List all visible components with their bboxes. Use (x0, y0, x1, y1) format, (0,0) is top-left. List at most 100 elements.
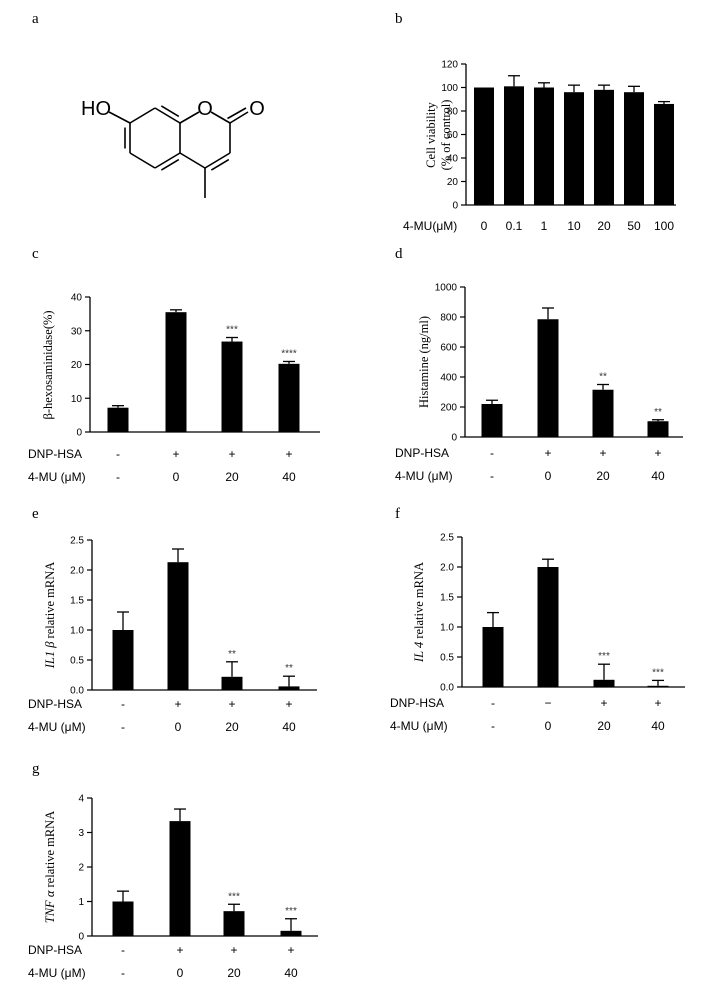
category-label: + (287, 943, 294, 957)
y-tick-label: 1.5 (440, 593, 454, 604)
panel-letter-g: g (32, 761, 40, 777)
y-tick-label: 1000 (435, 283, 458, 294)
panel-g: g 0 1 2 3 4 TNF α relative mRNA *** *** DNP-HSA 4-… (28, 761, 318, 980)
y-tick-label: 0.5 (440, 653, 454, 664)
row-label: 4-MU (μM) (390, 719, 448, 733)
atom-label-o-ring: O (197, 98, 213, 120)
row-label: 4-MU (μM) (395, 469, 453, 483)
panel-a: a HO O O (32, 11, 265, 198)
row-label: DNP-HSA (28, 943, 82, 957)
bar (654, 103, 674, 205)
category-label: - (490, 446, 494, 460)
category-label: + (285, 697, 292, 711)
significance-label: ** (228, 649, 236, 660)
bar (537, 567, 559, 687)
category-label: 40 (651, 719, 665, 733)
category-label: 40 (282, 470, 296, 484)
row-label: 4-MU(μM) (403, 219, 457, 233)
bond (227, 107, 247, 120)
row-label: DNP-HSA (28, 447, 82, 461)
category-label: - (491, 719, 495, 733)
y-tick-label: 2.0 (70, 566, 84, 577)
category-label: 0 (481, 219, 488, 233)
panel-e: e 0.0 0.5 1.0 1.5 2.0 2.5 IL1 β relative mRNA **… (28, 506, 317, 734)
y-tick-label: 0 (78, 932, 84, 943)
category-label: + (176, 943, 183, 957)
bar (481, 404, 503, 437)
category-label: + (544, 446, 551, 460)
y-tick-label: 40 (447, 154, 459, 165)
significance-label: *** (226, 325, 238, 336)
bond (129, 107, 156, 124)
bar (482, 627, 504, 687)
category-label: + (230, 943, 237, 957)
category-label: - (121, 943, 125, 957)
y-axis-label: IL1 β relative mRNA (43, 562, 57, 670)
y-tick-label: 10 (71, 394, 83, 405)
category-label: 20 (597, 719, 611, 733)
category-label: 50 (627, 219, 641, 233)
bar (647, 421, 669, 437)
y-tick-label: 1.0 (70, 626, 84, 637)
panel-letter-e: e (32, 506, 39, 522)
category-label: - (116, 447, 120, 461)
category-label: 1 (541, 219, 548, 233)
panel-f: f 0.0 0.5 1.0 1.5 2.0 2.5 IL 4 relative mRNA ***… (390, 506, 685, 733)
y-tick-label: 30 (71, 326, 83, 337)
significance-label: ** (654, 407, 662, 418)
category-label: 10 (567, 219, 581, 233)
bar (223, 911, 245, 936)
panel-letter-a: a (32, 11, 39, 27)
y-axis-label: β-hexosaminidase(%) (41, 310, 55, 419)
category-label: 0 (173, 470, 180, 484)
bar (112, 630, 134, 690)
y-tick-label: 2.5 (440, 533, 454, 544)
y-tick-label: 400 (440, 373, 457, 384)
bar (107, 407, 129, 432)
category-label: + (654, 446, 661, 460)
category-label: 0.1 (506, 219, 523, 233)
bar (221, 341, 243, 432)
y-tick-label: 2 (78, 863, 84, 874)
row-label: 4-MU (μM) (28, 470, 86, 484)
category-label: + (599, 446, 606, 460)
y-tick-label: 2.0 (440, 563, 454, 574)
bond (179, 152, 206, 169)
y-tick-label: 20 (71, 360, 83, 371)
category-label: 20 (225, 720, 239, 734)
category-label: - (116, 470, 120, 484)
significance-label: *** (228, 891, 240, 902)
category-label: - (121, 966, 125, 980)
bar (537, 319, 559, 437)
y-tick-label: 1.5 (70, 596, 84, 607)
category-label: - (121, 720, 125, 734)
y-tick-label: 2.5 (70, 536, 84, 547)
bar (534, 87, 554, 205)
bar (624, 92, 644, 205)
bar (278, 363, 300, 432)
significance-label: ** (599, 372, 607, 383)
category-label: 0 (177, 966, 184, 980)
category-label: 100 (654, 219, 674, 233)
category-label: 0 (545, 719, 552, 733)
y-tick-label: 120 (441, 60, 458, 71)
y-tick-label: 1 (78, 897, 84, 908)
y-axis-label: (% of control) (439, 100, 453, 171)
y-tick-label: 0.0 (440, 683, 454, 694)
y-tick-label: 3 (78, 828, 84, 839)
bar (169, 821, 191, 936)
y-axis-label: IL 4 relative mRNA (412, 562, 426, 663)
category-label: + (174, 697, 181, 711)
category-label: 20 (227, 966, 241, 980)
category-label: − (544, 696, 551, 710)
bond (210, 111, 231, 124)
bond (179, 111, 200, 124)
y-tick-label: 800 (440, 313, 457, 324)
y-tick-label: 200 (440, 403, 457, 414)
y-axis-label: Histamine (ng/ml) (417, 316, 431, 408)
significance-label: *** (652, 667, 664, 678)
significance-label: *** (285, 906, 297, 917)
